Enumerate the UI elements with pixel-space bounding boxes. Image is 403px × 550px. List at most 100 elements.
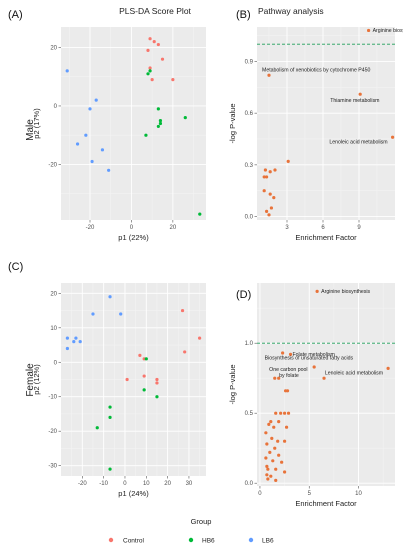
y-tick-label: -30 — [48, 464, 57, 470]
pathway-point — [391, 135, 395, 139]
legend-swatch-hb6 — [188, 537, 194, 543]
y-tick-label: 0.6 — [245, 111, 254, 117]
pathway-point — [262, 175, 266, 179]
pathway-point — [285, 389, 290, 393]
pathway-point — [281, 351, 285, 355]
point-lb6 — [94, 98, 98, 102]
pathway-point — [288, 352, 293, 356]
point-hb6 — [156, 124, 160, 129]
y-tick-label: 0 — [54, 104, 58, 110]
pathway-point — [286, 411, 291, 415]
x-tick-label: 0 — [130, 225, 134, 231]
plot-background — [257, 27, 395, 220]
y-tick-label: -20 — [48, 162, 57, 168]
pathway-point — [273, 168, 277, 172]
pathway-point — [263, 168, 267, 172]
point-hb6 — [144, 357, 148, 361]
point-lb6 — [75, 142, 80, 146]
legend: Group Control HB6 LB6 — [108, 517, 274, 545]
pathway-point — [269, 474, 273, 478]
point-lb6 — [88, 107, 92, 111]
pathway-point — [267, 213, 271, 217]
point-hb6 — [146, 72, 150, 76]
x-tick-label: -10 — [99, 481, 108, 487]
y-axis-title: p2 (12%) — [32, 364, 41, 395]
pathway-point — [312, 365, 316, 369]
pathway-point — [265, 442, 269, 446]
point-lb6 — [91, 312, 95, 316]
point-control — [171, 78, 175, 82]
point-lb6 — [84, 133, 88, 137]
panel-d-pathway-female: 0 5 10 0.0 0.5 1.0 Enrichment Factor -log P-val… — [228, 283, 395, 508]
pathway-point — [269, 206, 273, 210]
x-axis-title: p1 (22%) — [118, 233, 149, 242]
x-tick-label: 3 — [285, 225, 289, 231]
pathway-point — [322, 376, 326, 380]
pathway-annotation: Arginine biosynthesis — [373, 28, 403, 34]
pathway-point — [272, 195, 276, 200]
point-hb6 — [158, 121, 163, 126]
pathway-annotation: by folate — [279, 373, 299, 379]
point-hb6 — [156, 107, 160, 111]
point-control — [152, 40, 156, 44]
pathway-point — [265, 464, 269, 468]
pathway-point — [266, 467, 270, 471]
panel-b-title: Pathway analysis — [258, 6, 324, 16]
x-tick-label: 9 — [357, 225, 361, 231]
pathway-point — [286, 159, 290, 164]
point-hb6 — [158, 118, 163, 123]
point-control — [155, 377, 159, 382]
point-lb6 — [78, 339, 82, 344]
y-tick-label: 0.0 — [245, 481, 254, 487]
pathway-annotation: Metabolism of xenobiotics by cytochrome … — [262, 67, 371, 73]
point-control — [146, 48, 150, 52]
point-control — [125, 377, 129, 382]
pathway-point — [265, 175, 269, 179]
y-tick-label: 0.3 — [245, 163, 254, 169]
x-tick-label: 5 — [308, 491, 312, 497]
pathway-point — [274, 411, 278, 415]
y-tick-label: 1.0 — [245, 341, 254, 347]
pathway-point — [265, 473, 269, 477]
pathway-point — [276, 439, 280, 443]
pathway-point — [277, 420, 281, 424]
point-hb6 — [198, 212, 202, 216]
x-tick-label: 30 — [186, 481, 193, 487]
y-tick-label: 0.5 — [245, 411, 254, 417]
panel-letter-c: (C) — [8, 261, 23, 273]
panel-letter-d: (D) — [236, 289, 251, 301]
pathway-point — [280, 460, 284, 464]
point-hb6 — [142, 388, 146, 392]
point-control — [198, 336, 202, 340]
point-hb6 — [183, 116, 187, 120]
pathway-point — [279, 411, 283, 415]
point-lb6 — [100, 148, 105, 152]
point-control — [156, 42, 160, 47]
legend-label-hb6: HB6 — [202, 538, 215, 545]
panel-b-pathway-male: 3 6 9 0.0 0.3 0.6 0.9 Enrichment Factor -log P-v… — [228, 27, 403, 242]
point-lb6 — [107, 168, 111, 172]
pathway-annotation: Biosynthesis of unsaturated fatty acids — [265, 356, 354, 362]
x-axis-title: Enrichment Factor — [295, 233, 357, 242]
x-tick-label: 6 — [321, 225, 325, 231]
y-tick-label: 0.9 — [245, 59, 254, 65]
y-tick-label: 0.0 — [245, 215, 254, 221]
point-hb6 — [155, 395, 159, 399]
pathway-annotation: Arginine biosynthesis — [321, 289, 370, 295]
pathway-point — [315, 289, 319, 293]
y-axis-title: -log P-value — [228, 103, 237, 143]
pathway-point — [283, 439, 287, 443]
pathway-annotation: Lenoleic acid metabolism — [325, 370, 383, 376]
x-tick-label: -20 — [78, 481, 87, 487]
point-control — [148, 37, 152, 41]
pathway-point — [271, 459, 275, 463]
point-hb6 — [108, 415, 112, 420]
y-axis-title: -log P-value — [228, 364, 237, 404]
pathway-point — [267, 422, 271, 426]
point-lb6 — [65, 336, 69, 340]
legend-swatch-lb6 — [248, 537, 254, 543]
point-hb6 — [108, 405, 112, 409]
pathway-point — [283, 470, 287, 474]
x-tick-label: 10 — [355, 491, 362, 497]
